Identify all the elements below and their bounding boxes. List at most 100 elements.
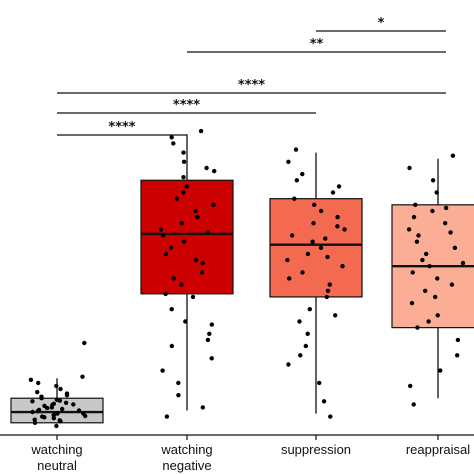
x-tick-label: watching negative: [160, 442, 212, 473]
points-layer: [28, 128, 466, 429]
data-point: [64, 391, 70, 396]
data-point: [60, 406, 65, 412]
data-point: [327, 282, 332, 287]
x-axis: watching neutral watching negative suppressi…: [30, 435, 470, 473]
data-point: [287, 276, 292, 281]
data-point: [57, 398, 63, 403]
data-point: [171, 276, 176, 281]
data-point: [443, 221, 448, 226]
data-point: [36, 380, 41, 386]
data-point: [55, 411, 60, 416]
data-point: [57, 418, 62, 423]
data-point: [168, 245, 174, 250]
data-point: [307, 307, 312, 312]
data-point: [324, 294, 329, 300]
data-point: [318, 245, 324, 250]
data-point: [298, 353, 303, 358]
data-point: [318, 208, 324, 214]
data-point: [335, 224, 340, 229]
data-point: [335, 214, 340, 220]
data-point: [158, 227, 163, 232]
data-point: [54, 383, 59, 389]
x-tick-label: suppression: [281, 442, 351, 457]
data-point: [171, 141, 176, 146]
box-group: [269, 152, 363, 414]
data-point: [448, 230, 453, 235]
box-group: [140, 134, 234, 411]
data-point: [71, 402, 76, 407]
data-point: [407, 165, 412, 171]
data-point: [209, 356, 214, 361]
data-point: [181, 159, 187, 164]
data-point: [200, 405, 205, 410]
data-point: [169, 307, 174, 312]
data-point: [336, 184, 342, 189]
x-tick-label: reappraisal: [406, 442, 470, 457]
data-point: [51, 401, 56, 406]
data-point: [193, 208, 198, 214]
data-point: [193, 257, 199, 263]
data-point: [460, 260, 466, 266]
data-point: [293, 147, 299, 152]
data-point: [176, 380, 181, 386]
data-point: [181, 150, 186, 155]
data-point: [433, 294, 438, 300]
boxes-layer: [10, 134, 474, 424]
data-point: [174, 196, 179, 201]
data-point: [312, 202, 317, 207]
data-point: [443, 205, 449, 211]
significance-label: ****: [108, 120, 135, 135]
data-point: [35, 389, 40, 395]
data-point: [195, 214, 200, 220]
data-point: [426, 319, 431, 324]
data-point: [452, 245, 458, 250]
data-point: [80, 374, 85, 379]
data-point: [420, 257, 425, 263]
data-point: [28, 377, 34, 382]
data-point: [286, 159, 291, 164]
data-point: [413, 202, 418, 207]
data-point: [42, 415, 47, 420]
significance-label: ****: [173, 98, 200, 113]
data-point: [303, 343, 308, 349]
data-point: [435, 276, 440, 281]
significance-label: *: [378, 16, 385, 31]
data-point: [181, 175, 186, 180]
data-point: [427, 264, 432, 269]
data-point: [438, 368, 443, 373]
data-point: [285, 257, 290, 263]
data-point: [325, 254, 330, 260]
data-point: [179, 282, 184, 287]
data-point: [415, 325, 420, 330]
data-point: [455, 353, 460, 358]
data-point: [292, 196, 297, 201]
data-point: [325, 288, 331, 293]
data-point: [410, 270, 415, 275]
data-point: [200, 260, 205, 266]
data-point: [161, 233, 166, 238]
data-point: [212, 168, 217, 174]
significance-label: ****: [238, 78, 265, 93]
data-point: [286, 362, 291, 367]
box: [269, 198, 363, 298]
data-point: [32, 420, 38, 425]
data-point: [183, 319, 188, 324]
data-point: [169, 343, 174, 349]
data-point: [328, 414, 333, 419]
data-point: [163, 251, 169, 257]
data-point: [164, 414, 170, 419]
data-point: [205, 337, 211, 343]
box-group: [391, 158, 474, 399]
data-point: [205, 230, 210, 235]
data-point: [82, 340, 87, 346]
data-point: [30, 399, 35, 404]
x-tick-label: watching neutral: [30, 442, 82, 473]
data-point: [184, 184, 189, 189]
data-point: [51, 412, 56, 418]
data-point: [430, 208, 435, 214]
data-point: [317, 380, 322, 386]
data-point: [300, 270, 305, 275]
data-point: [76, 408, 82, 413]
data-point: [450, 153, 456, 158]
data-point: [310, 239, 315, 244]
